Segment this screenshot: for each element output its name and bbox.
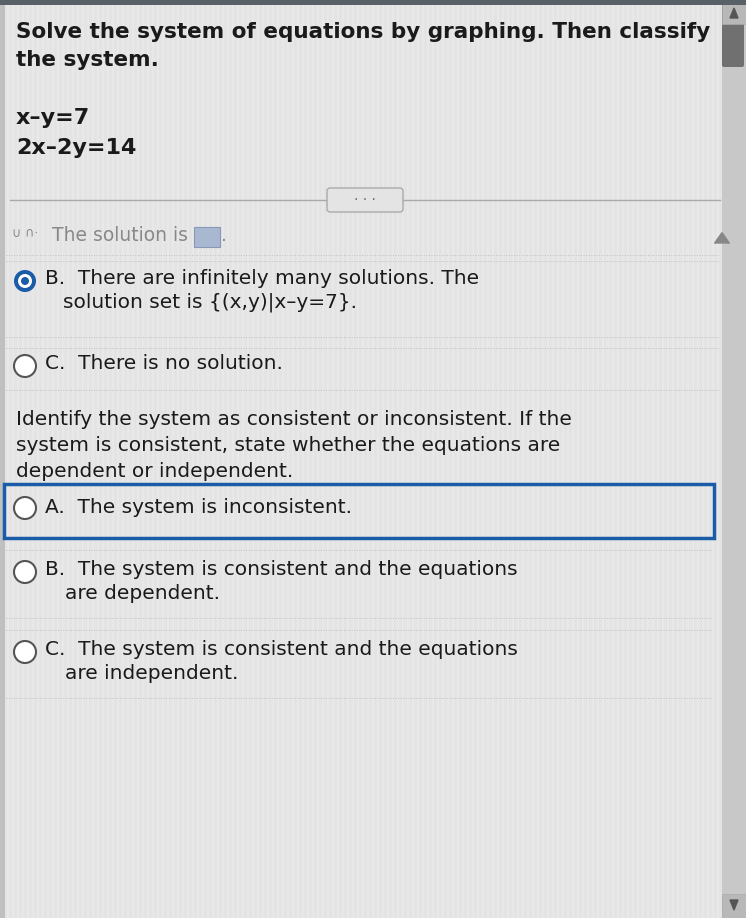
Text: are independent.: are independent. — [65, 664, 239, 683]
Circle shape — [21, 277, 29, 285]
Text: A.  The system is inconsistent.: A. The system is inconsistent. — [45, 498, 352, 517]
Circle shape — [14, 641, 36, 663]
Text: 2x–2y=14: 2x–2y=14 — [16, 138, 137, 158]
Text: solution set is {(x,y)|x–y=7}.: solution set is {(x,y)|x–y=7}. — [63, 293, 357, 312]
FancyBboxPatch shape — [327, 188, 403, 212]
Circle shape — [14, 561, 36, 583]
Text: C.  There is no solution.: C. There is no solution. — [45, 354, 283, 373]
Text: the system.: the system. — [16, 50, 159, 70]
FancyBboxPatch shape — [722, 0, 746, 918]
Text: The solution is: The solution is — [52, 226, 188, 245]
Text: .: . — [221, 226, 227, 245]
Text: · · ·: · · · — [354, 193, 376, 207]
FancyBboxPatch shape — [0, 0, 746, 5]
Polygon shape — [715, 233, 729, 243]
Text: Solve the system of equations by graphing. Then classify: Solve the system of equations by graphin… — [16, 22, 710, 42]
FancyBboxPatch shape — [0, 0, 5, 918]
Text: system is consistent, state whether the equations are: system is consistent, state whether the … — [16, 436, 560, 455]
Text: B.  The system is consistent and the equations: B. The system is consistent and the equa… — [45, 560, 518, 579]
FancyBboxPatch shape — [722, 0, 746, 24]
FancyBboxPatch shape — [722, 894, 746, 918]
Text: C.  The system is consistent and the equations: C. The system is consistent and the equa… — [45, 640, 518, 659]
FancyBboxPatch shape — [0, 0, 722, 918]
Polygon shape — [730, 900, 738, 910]
Text: Identify the system as consistent or inconsistent. If the: Identify the system as consistent or inc… — [16, 410, 572, 429]
Circle shape — [14, 270, 36, 292]
FancyBboxPatch shape — [194, 227, 220, 247]
Circle shape — [14, 497, 36, 519]
Text: x–y=7: x–y=7 — [16, 108, 90, 128]
Text: ∪ ∩·: ∪ ∩· — [12, 227, 38, 240]
Text: B.  There are infinitely many solutions. The: B. There are infinitely many solutions. … — [45, 269, 479, 288]
Circle shape — [18, 274, 32, 288]
Text: dependent or independent.: dependent or independent. — [16, 462, 293, 481]
Polygon shape — [730, 8, 738, 18]
Text: are dependent.: are dependent. — [65, 584, 220, 603]
Circle shape — [14, 355, 36, 377]
FancyBboxPatch shape — [722, 3, 744, 67]
